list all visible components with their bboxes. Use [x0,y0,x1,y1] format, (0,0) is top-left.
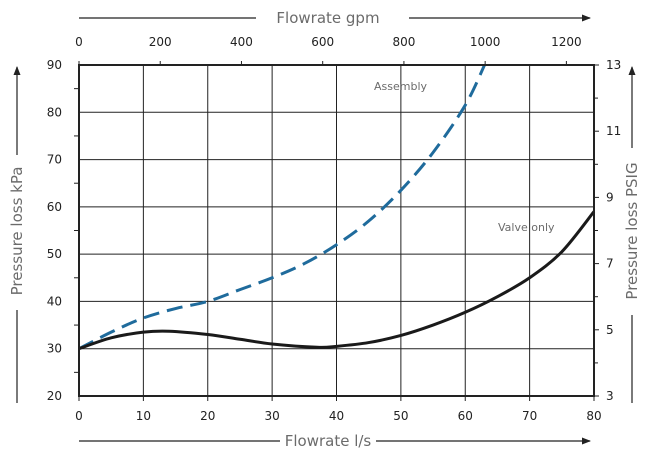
x-top-tick-label: 200 [149,35,172,49]
right-axis-title: Pressure loss PSIG [623,162,641,299]
y-right-tick-label: 3 [606,389,614,403]
x-tick-label: 10 [136,409,151,423]
y-right-tick-label: 5 [606,323,614,337]
plot-frame [78,64,595,397]
grid [78,64,595,397]
bottom-axis-title: Flowrate l/s [285,432,372,450]
y-right-tick-label: 7 [606,257,614,271]
y-tick-label: 50 [47,247,62,261]
series-line-assembly [78,64,486,351]
x-tick-label: 70 [522,409,537,423]
x-tick-label: 80 [586,409,601,423]
y-tick-label: 20 [47,389,62,403]
x-top-tick-label: 400 [230,35,253,49]
y-right-tick-label: 11 [606,124,621,138]
y-tick-label: 70 [47,153,62,167]
x-top-tick-label: 0 [75,35,83,49]
y-tick-label: 80 [47,105,62,119]
x-top-tick-label: 1000 [470,35,501,49]
y-right-tick-label: 9 [606,190,614,204]
x-top-tick-label: 1200 [551,35,582,49]
x-tick-label: 30 [264,409,279,423]
x-tick-label: 20 [200,409,215,423]
x-tick-label: 40 [329,409,344,423]
assembly-annotation: Assembly [374,80,428,93]
y-tick-label: 90 [47,58,62,72]
y-right-tick-label: 13 [606,58,621,72]
x-tick-label: 50 [393,409,408,423]
left-axis-title: Pressure loss kPa [8,167,26,296]
x-top-tick-label: 600 [311,35,334,49]
y-tick-label: 30 [47,342,62,356]
y-tick-label: 60 [47,200,62,214]
valve-only-annotation: Valve only [498,221,555,234]
top-axis-title: Flowrate gpm [276,9,379,27]
x-top-tick-label: 800 [392,35,415,49]
x-tick-label: 60 [458,409,473,423]
y-tick-label: 40 [47,294,62,308]
x-tick-label: 0 [75,409,83,423]
series-line-valve-only [78,210,596,351]
